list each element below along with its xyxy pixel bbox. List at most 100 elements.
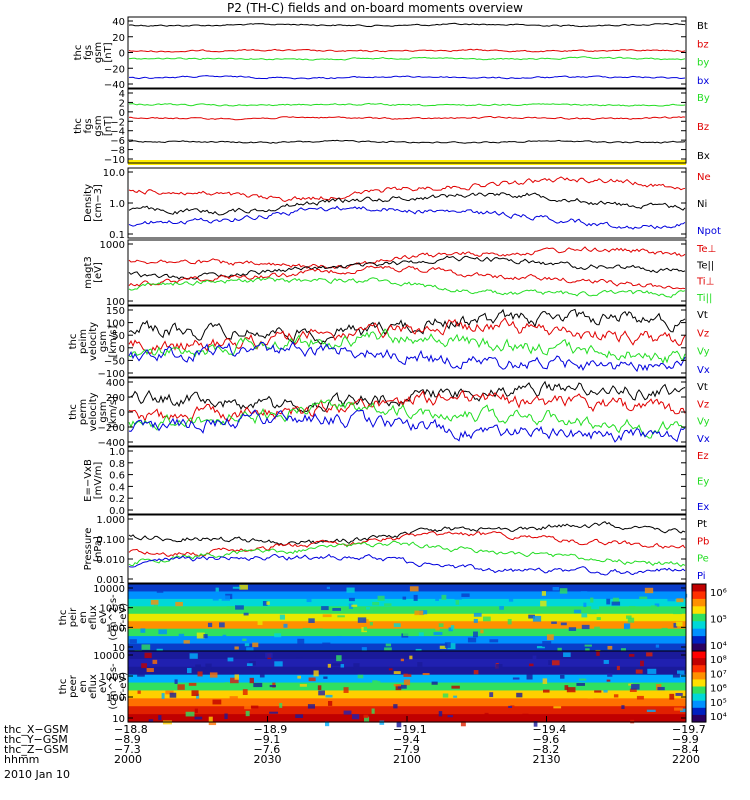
- spectrogram-cell: [253, 682, 263, 688]
- spectrogram-cell: [363, 626, 368, 631]
- spectrogram-cell: [317, 685, 322, 690]
- spectrogram-cell: [607, 673, 613, 677]
- spectrogram-cell: [424, 614, 431, 620]
- spectrogram-cell: [396, 721, 402, 728]
- spectrogram-cell: [357, 674, 364, 679]
- panel-fgs-gsm-zoom: 420−2−4−6−8−10 thc fgs gsm [nT] By Bz Bx: [73, 88, 710, 166]
- y-tick-label: 0.010: [96, 555, 125, 566]
- spectrogram-cell: [372, 601, 380, 606]
- spectrogram-cell: [237, 591, 245, 594]
- y-axis-label: [nPa]: [93, 536, 104, 562]
- y-tick-label: 100: [106, 623, 125, 634]
- spectrogram-cell: [393, 623, 401, 628]
- spectrogram-cell: [346, 587, 355, 593]
- spectrogram-cell: [306, 598, 312, 603]
- y-axis-label: peer: [68, 674, 79, 698]
- spectrogram-band: [128, 674, 686, 684]
- spectrogram-cell: [627, 617, 635, 623]
- y-axis-label: (cm^2-s-: [108, 663, 119, 710]
- spectrogram-cell: [671, 680, 676, 683]
- legend-entry: Ti||: [696, 293, 712, 304]
- spectrogram-cell: [560, 622, 567, 626]
- spectrogram-cell: [437, 651, 443, 656]
- y-axis-label: thc: [58, 679, 69, 695]
- spectrogram-cell: [526, 674, 533, 680]
- y-axis-label: en: [78, 680, 89, 693]
- spectrogram-cell: [242, 638, 247, 642]
- y-tick-label: 50: [112, 331, 125, 342]
- spectrogram-cell: [467, 637, 477, 643]
- spectrogram-cell: [560, 674, 565, 679]
- y-tick-label: −10: [104, 155, 125, 166]
- y-tick-label: 10: [112, 714, 125, 725]
- y-tick-label: 1000: [100, 604, 125, 615]
- spectrogram-cell: [158, 629, 167, 635]
- spectrogram-cell: [279, 702, 283, 708]
- legend-entry: Pi: [697, 571, 706, 582]
- spectrogram-cell: [594, 690, 602, 693]
- spectrogram-cell: [484, 712, 489, 719]
- colorbar-segment: [692, 636, 706, 645]
- spectrogram-cell: [140, 628, 146, 633]
- colorbar-segment: [692, 686, 706, 695]
- y-tick-label: 10.0: [103, 168, 125, 179]
- spectrogram-cell: [244, 704, 252, 710]
- legend-entry: Ez: [697, 451, 709, 462]
- spectrogram-cell: [246, 647, 254, 654]
- y-axis-label: sr-eV): [118, 603, 129, 632]
- y-tick-label: 10: [112, 643, 125, 654]
- spectrogram-cell: [621, 705, 625, 709]
- y-axis-label: [km/s]: [108, 396, 119, 428]
- spectrogram-cell: [603, 689, 608, 693]
- legend-entry: Bz: [697, 122, 709, 133]
- spectrogram-band: [128, 698, 686, 707]
- spectrogram-cell: [152, 659, 158, 664]
- spectrogram-cell: [473, 670, 479, 675]
- x-tick-label: 2000: [114, 753, 142, 766]
- spectrogram-cell: [591, 603, 600, 610]
- spectrogram-cell: [384, 647, 392, 651]
- spectrogram-cell: [326, 586, 330, 589]
- series-line-Bx: [128, 139, 686, 144]
- chart-title: P2 (TH-C) fields and on-board moments ov…: [227, 1, 523, 15]
- spectrogram-cell: [234, 674, 240, 680]
- spectrogram-cell: [417, 662, 423, 667]
- spectrogram-cell: [325, 694, 333, 698]
- spectrogram-cell: [322, 642, 331, 646]
- y-tick-label: −400: [98, 438, 125, 449]
- spectrogram-cell: [407, 669, 415, 675]
- spectrogram-cell: [473, 612, 482, 617]
- spectrogram-cell: [607, 645, 613, 650]
- x-tick-label: −9.6: [532, 733, 560, 746]
- spectrogram-cell: [646, 709, 656, 712]
- spectrogram-cell: [348, 603, 353, 609]
- spectrogram-band: [128, 598, 686, 607]
- spectrogram-band: [128, 584, 686, 593]
- spectrogram-cell: [455, 600, 460, 605]
- spectrogram-cell: [150, 599, 159, 605]
- y-tick-label: −4: [110, 127, 125, 138]
- spectrogram-cell: [364, 716, 370, 723]
- spectrogram-cell: [141, 644, 151, 650]
- spectrogram-cell: [611, 601, 621, 606]
- legend-entry: Ex: [697, 502, 709, 513]
- spectrogram-cell: [441, 594, 447, 600]
- spectrogram-band: [128, 706, 686, 715]
- x-tick-label: −8.2: [532, 743, 560, 756]
- spectrogram-cell: [322, 614, 332, 618]
- spectrogram-cell: [655, 644, 660, 648]
- spectrogram-cell: [473, 618, 478, 623]
- y-axis-label: gsm: [98, 331, 109, 352]
- x-tick-label: 2200: [672, 753, 700, 766]
- y-tick-label: 10000: [93, 651, 125, 662]
- spectrogram-cell: [403, 630, 410, 636]
- spectrogram-cell: [297, 675, 301, 679]
- y-axis-label: [nT]: [103, 42, 114, 62]
- series-line-Ti||: [128, 277, 686, 299]
- x-tick-label: 2100: [393, 753, 421, 766]
- spectrogram-cell: [205, 663, 212, 669]
- spectrogram-band: [128, 606, 686, 615]
- spectrogram-cell: [435, 598, 439, 601]
- colorbar-segment: [692, 606, 706, 615]
- spectrogram-cell: [377, 595, 385, 601]
